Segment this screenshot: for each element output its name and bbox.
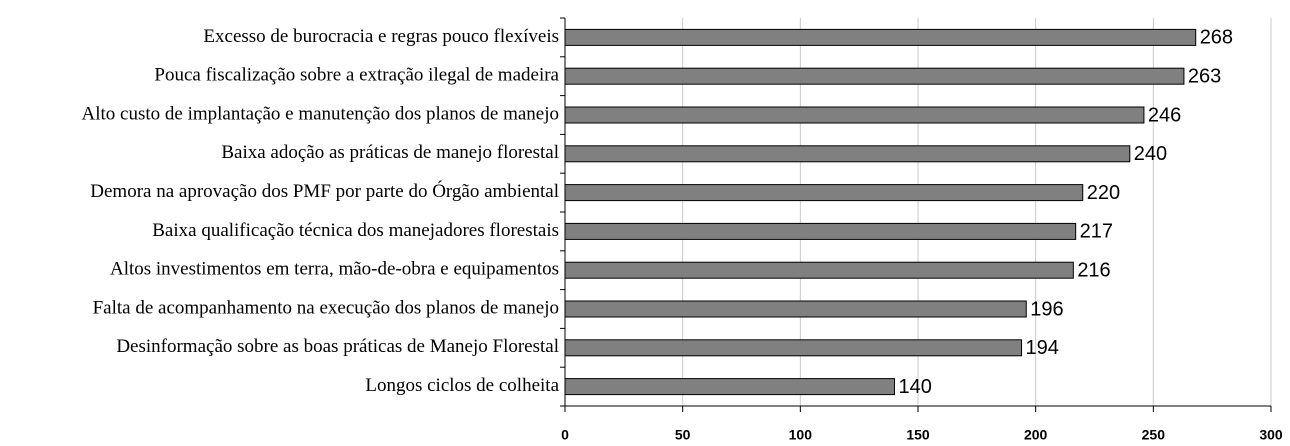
- bar: [564, 339, 1023, 357]
- value-label: 216: [1077, 259, 1110, 281]
- category-label: Desinformação sobre as boas práticas de …: [116, 336, 559, 357]
- bar: [564, 378, 895, 396]
- bar: [564, 222, 1077, 240]
- value-label: 194: [1026, 337, 1059, 359]
- value-label: 140: [898, 376, 931, 398]
- value-label: 196: [1030, 298, 1063, 320]
- x-tick-label: 0: [561, 427, 569, 443]
- category-label: Excesso de burocracia e regras pouco fle…: [203, 26, 559, 47]
- bar: [564, 28, 1197, 46]
- x-tick-label: 150: [906, 427, 930, 443]
- category-label: Alto custo de implantação e manutenção d…: [82, 103, 560, 124]
- x-tick-label: 50: [675, 427, 691, 443]
- value-label: 246: [1148, 104, 1181, 126]
- bar: [564, 67, 1185, 85]
- x-tick-label: 250: [1142, 427, 1166, 443]
- x-tick-label: 200: [1024, 427, 1048, 443]
- category-label: Baixa adoção as práticas de manejo flore…: [221, 142, 559, 163]
- category-label: Demora na aprovação dos PMF por parte do…: [90, 180, 559, 202]
- bar: [564, 300, 1027, 318]
- value-label: 263: [1188, 65, 1221, 87]
- bar: [564, 145, 1131, 163]
- category-label: Longos ciclos de colheita: [365, 375, 559, 396]
- category-label: Falta de acompanhamento na execução dos …: [93, 297, 559, 318]
- value-label: 220: [1087, 182, 1120, 204]
- category-label: Pouca fiscalização sobre a extração ileg…: [154, 65, 559, 86]
- value-label: 268: [1200, 27, 1233, 49]
- x-tick-label: 100: [789, 427, 813, 443]
- category-label: Altos investimentos em terra, mão-de-obr…: [110, 259, 559, 280]
- category-label: Baixa qualificação técnica dos manejador…: [152, 220, 559, 241]
- value-label: 217: [1080, 221, 1113, 243]
- x-tick-label: 300: [1259, 427, 1283, 443]
- bar: [564, 184, 1084, 202]
- bar: [564, 261, 1074, 279]
- value-label: 240: [1134, 143, 1167, 165]
- bar: [564, 106, 1145, 124]
